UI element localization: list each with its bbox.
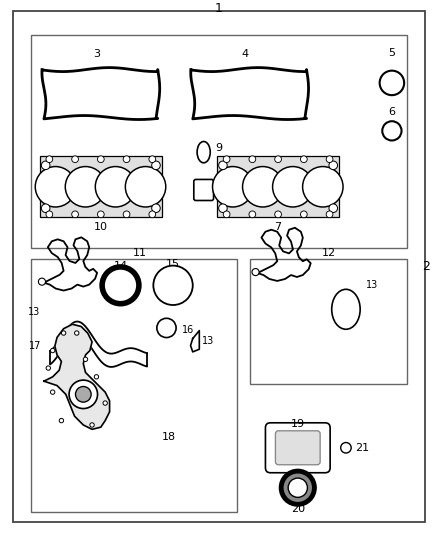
Text: 6: 6 — [389, 107, 396, 117]
Circle shape — [72, 211, 78, 217]
Circle shape — [90, 423, 94, 427]
Circle shape — [275, 211, 282, 217]
Text: 15: 15 — [166, 259, 180, 269]
Circle shape — [303, 166, 343, 207]
Circle shape — [329, 204, 338, 213]
Circle shape — [157, 318, 176, 337]
Circle shape — [125, 166, 166, 207]
Circle shape — [39, 278, 46, 285]
Text: 12: 12 — [321, 248, 336, 259]
Text: 13: 13 — [201, 336, 214, 346]
FancyBboxPatch shape — [194, 180, 214, 200]
Circle shape — [59, 418, 64, 423]
Ellipse shape — [332, 289, 360, 329]
Circle shape — [252, 269, 259, 276]
Circle shape — [75, 386, 91, 402]
Bar — [39, 156, 162, 217]
Circle shape — [272, 166, 313, 207]
Circle shape — [281, 471, 314, 504]
Circle shape — [95, 166, 136, 207]
Circle shape — [102, 267, 139, 304]
Circle shape — [326, 211, 333, 217]
Text: 20: 20 — [291, 504, 305, 514]
Text: 14: 14 — [113, 261, 127, 271]
Polygon shape — [44, 324, 110, 430]
Text: 3: 3 — [93, 49, 100, 59]
Circle shape — [69, 380, 98, 409]
Text: 13: 13 — [366, 280, 378, 290]
Circle shape — [46, 156, 53, 163]
Circle shape — [103, 401, 107, 405]
Circle shape — [149, 156, 155, 163]
Circle shape — [288, 478, 307, 497]
Text: 9: 9 — [215, 143, 223, 154]
Circle shape — [35, 166, 76, 207]
Circle shape — [46, 211, 53, 217]
Circle shape — [50, 349, 55, 353]
Text: 21: 21 — [355, 443, 369, 453]
Circle shape — [382, 121, 402, 141]
Text: 7: 7 — [275, 222, 282, 232]
Circle shape — [152, 161, 160, 169]
Circle shape — [46, 366, 50, 370]
Circle shape — [97, 156, 104, 163]
Circle shape — [219, 161, 227, 169]
Circle shape — [380, 71, 404, 95]
Circle shape — [249, 211, 256, 217]
Circle shape — [83, 357, 88, 361]
Circle shape — [97, 211, 104, 217]
Circle shape — [212, 166, 253, 207]
FancyBboxPatch shape — [276, 431, 320, 465]
Text: 13: 13 — [28, 307, 40, 317]
Circle shape — [50, 390, 55, 394]
FancyBboxPatch shape — [265, 423, 330, 473]
Circle shape — [341, 442, 351, 453]
Circle shape — [300, 211, 307, 217]
Text: 19: 19 — [291, 419, 305, 429]
Circle shape — [123, 211, 130, 217]
Circle shape — [72, 156, 78, 163]
Circle shape — [41, 204, 50, 213]
Text: 18: 18 — [162, 432, 176, 442]
Bar — [31, 259, 237, 512]
Circle shape — [94, 375, 99, 379]
Circle shape — [123, 156, 130, 163]
Bar — [217, 156, 339, 217]
Circle shape — [300, 156, 307, 163]
Text: 2: 2 — [422, 260, 430, 273]
Circle shape — [243, 166, 283, 207]
Text: 5: 5 — [389, 47, 396, 58]
Circle shape — [149, 211, 155, 217]
Text: 11: 11 — [133, 248, 147, 259]
Text: 10: 10 — [94, 222, 108, 232]
Bar — [31, 35, 407, 248]
Circle shape — [249, 156, 256, 163]
Circle shape — [74, 331, 79, 335]
Text: 8: 8 — [215, 185, 223, 195]
Circle shape — [41, 161, 50, 169]
Text: 17: 17 — [29, 341, 41, 351]
Circle shape — [223, 211, 230, 217]
Circle shape — [329, 161, 338, 169]
Text: 16: 16 — [182, 325, 194, 335]
Circle shape — [65, 166, 106, 207]
Circle shape — [152, 204, 160, 213]
Circle shape — [219, 204, 227, 213]
Text: 1: 1 — [215, 2, 223, 15]
Text: 4: 4 — [242, 49, 249, 59]
Circle shape — [275, 156, 282, 163]
Circle shape — [223, 156, 230, 163]
Ellipse shape — [197, 141, 210, 163]
Circle shape — [326, 156, 333, 163]
Circle shape — [153, 265, 193, 305]
Bar — [250, 259, 407, 384]
Circle shape — [61, 331, 66, 335]
